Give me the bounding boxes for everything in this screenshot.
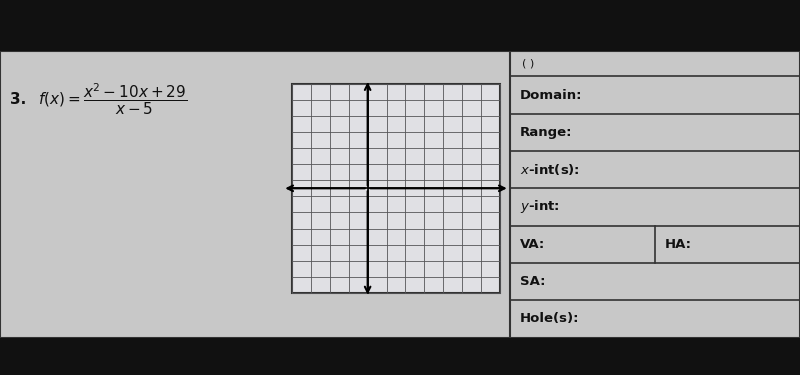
Text: HA:: HA: [665,238,692,251]
Text: SA:: SA: [520,275,546,288]
Text: VA:: VA: [520,238,546,251]
Text: $x$-int(s):: $x$-int(s): [520,162,580,177]
Text: $f(x)=\dfrac{x^2-10x+29}{x-5}$: $f(x)=\dfrac{x^2-10x+29}{x-5}$ [38,82,187,117]
Text: Domain:: Domain: [520,88,582,102]
Text: Hole(s):: Hole(s): [520,312,579,326]
Bar [292,84,500,293]
Text: 3.: 3. [10,92,26,107]
Text: Range:: Range: [520,126,573,139]
Text: $y$-int:: $y$-int: [520,198,560,216]
Text: ( ): ( ) [522,58,534,69]
